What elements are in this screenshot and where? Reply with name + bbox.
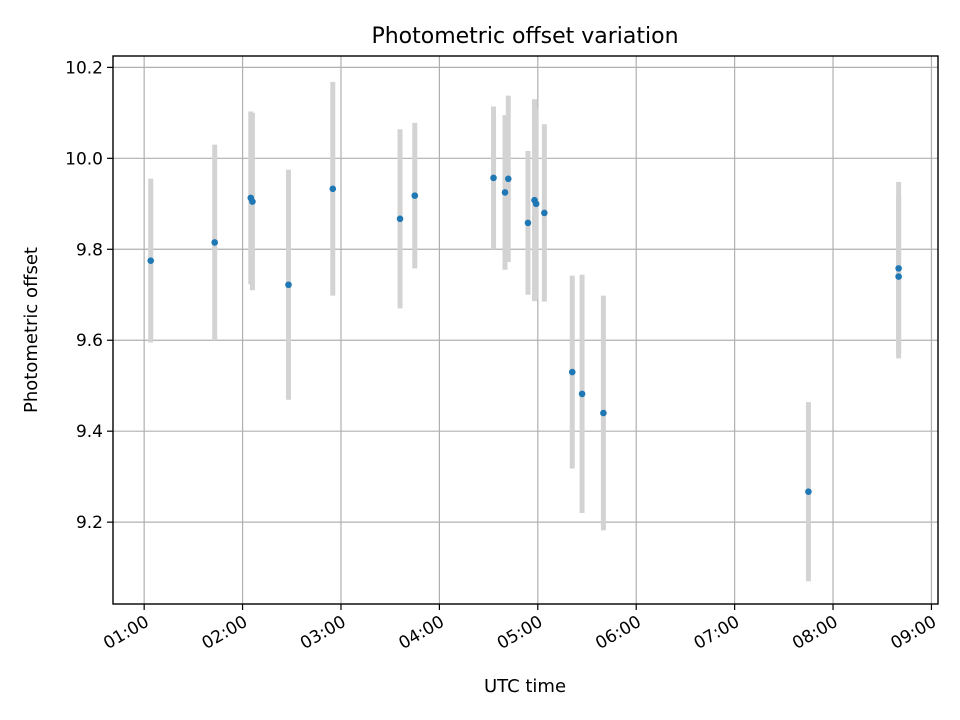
data-point bbox=[396, 215, 404, 223]
grid-lines bbox=[113, 56, 938, 604]
data-point bbox=[895, 265, 902, 272]
data-point bbox=[249, 198, 256, 205]
y-tick-label: 10.0 bbox=[65, 149, 103, 169]
y-tick-label: 9.6 bbox=[76, 331, 103, 351]
x-tick-label: 07:00 bbox=[691, 612, 743, 654]
data-points bbox=[147, 174, 902, 495]
data-point bbox=[895, 273, 902, 280]
x-tick-label: 02:00 bbox=[199, 612, 251, 654]
x-tick-label: 04:00 bbox=[395, 612, 447, 654]
plot-frame bbox=[112, 55, 939, 605]
data-point bbox=[568, 368, 576, 376]
x-tick-label: 01:00 bbox=[100, 612, 152, 654]
y-tick-label: 9.2 bbox=[76, 513, 103, 533]
data-point bbox=[329, 185, 337, 193]
y-tick-label: 9.8 bbox=[76, 240, 103, 260]
x-tick-label: 09:00 bbox=[888, 612, 940, 654]
data-point bbox=[411, 192, 419, 199]
data-point bbox=[600, 409, 607, 417]
x-tick-label: 06:00 bbox=[592, 612, 644, 654]
chart-title: Photometric offset variation bbox=[371, 24, 678, 49]
data-point bbox=[490, 174, 497, 182]
x-axis-label: UTC time bbox=[484, 676, 566, 697]
y-axis-label: Photometric offset bbox=[21, 247, 42, 413]
data-point bbox=[578, 390, 586, 398]
data-point bbox=[541, 209, 548, 217]
data-point bbox=[211, 239, 218, 246]
y-tick-label: 9.4 bbox=[76, 422, 103, 442]
data-point bbox=[532, 200, 540, 208]
x-tick-label: 05:00 bbox=[494, 612, 546, 654]
x-tick-label: 03:00 bbox=[297, 612, 349, 654]
data-point bbox=[501, 189, 509, 196]
x-tick-label: 08:00 bbox=[789, 612, 841, 654]
data-point bbox=[285, 281, 292, 289]
data-point bbox=[524, 219, 532, 227]
error-bars bbox=[148, 81, 902, 582]
y-tick-label: 10.2 bbox=[65, 58, 103, 78]
data-point bbox=[805, 488, 812, 495]
data-point bbox=[504, 175, 512, 183]
data-point bbox=[147, 257, 155, 264]
